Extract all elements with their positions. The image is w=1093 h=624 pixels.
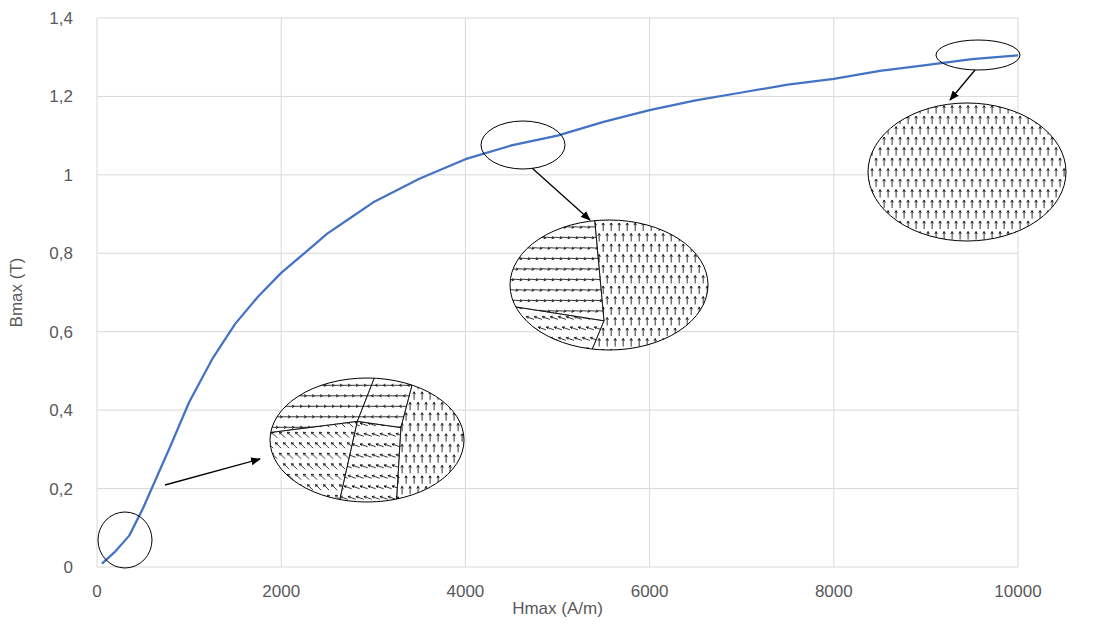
inset-domains <box>258 371 479 516</box>
y-grid-line <box>97 410 1018 411</box>
domain-boundary <box>260 421 357 508</box>
x-grid-line <box>465 18 466 567</box>
domain-boundary <box>500 214 604 321</box>
x-tick-label: 0 <box>92 582 101 601</box>
y-grid-line <box>97 488 1018 489</box>
y-grid-line <box>97 567 1018 568</box>
inset-domains <box>859 95 1082 250</box>
x-tick-label: 2000 <box>262 582 300 601</box>
inset-outline <box>868 103 1066 241</box>
x-tick-label: 6000 <box>631 582 669 601</box>
inset-outline <box>510 220 708 350</box>
x-tick-label: 10000 <box>994 582 1041 601</box>
data-line <box>103 55 1018 563</box>
callout-arrow <box>950 70 975 100</box>
x-grid-line <box>833 18 834 567</box>
domain-boundary <box>338 421 401 508</box>
y-tick-label: 0,2 <box>49 480 73 499</box>
inset-background <box>510 220 708 350</box>
y-tick-label: 0,4 <box>49 401 73 420</box>
callout-arrow <box>165 459 260 485</box>
chart: 0 0,2 0,4 0,6 0,8 1 1,2 1,4 0 2000 4000 6000 8000 100… <box>0 0 1093 624</box>
domain-illustrations <box>98 40 1081 568</box>
callout-ellipse <box>481 121 565 169</box>
x-grid-line <box>97 18 98 567</box>
domain-boundary <box>396 372 474 508</box>
domain-arrows <box>397 371 480 516</box>
data-area <box>103 55 1018 563</box>
domain-arrows <box>498 215 610 323</box>
y-grid-line <box>97 96 1018 97</box>
domain-arrows <box>859 95 1082 250</box>
y-tick-label: 0,8 <box>49 244 73 263</box>
y-tick-label: 0 <box>64 558 73 577</box>
inset-outline <box>270 378 464 502</box>
y-tick-label: 1 <box>64 166 73 185</box>
y-tick-label: 1,4 <box>49 9 73 28</box>
y-tick-label: 1,2 <box>49 87 73 106</box>
x-grid-line <box>1018 18 1019 567</box>
x-tick-label: 4000 <box>446 582 484 601</box>
domain-arrows <box>498 306 610 362</box>
domain-boundary <box>260 372 376 434</box>
y-axis-title: Bmax (T) <box>7 258 26 328</box>
x-axis-title: Hmax (A/m) <box>512 599 603 618</box>
callout-arrow <box>532 168 590 220</box>
domain-boundary <box>357 372 415 428</box>
inset-domains <box>498 213 724 362</box>
x-tick-label: 8000 <box>815 582 853 601</box>
callout-ellipse <box>936 40 1020 70</box>
x-grid-line <box>281 18 282 567</box>
grid <box>97 18 1018 567</box>
domain-boundary <box>589 214 718 357</box>
y-tick-label: 0,6 <box>49 323 73 342</box>
y-grid-line <box>97 18 1018 19</box>
callout-ellipse <box>98 512 152 568</box>
domain-arrows <box>590 213 725 358</box>
tick-labels: 0 0,2 0,4 0,6 0,8 1 1,2 1,4 0 2000 4000 6000 8000 100… <box>49 9 1041 601</box>
